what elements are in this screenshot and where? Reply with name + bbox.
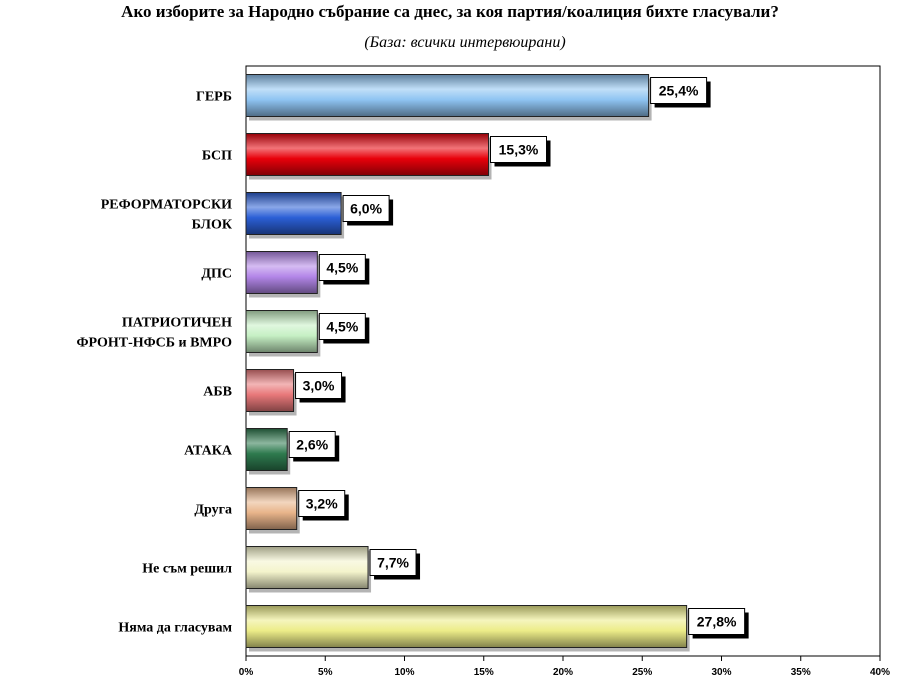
x-tick-label: 40% — [870, 667, 890, 678]
plot-area: 0% 5% 10% 15% 20% 25% 30% 35% 40% ГЕРБ 25,4% БСП 15,… — [76, 65, 890, 678]
x-tick-label: 30% — [711, 667, 731, 678]
data-label-box — [342, 195, 390, 222]
category-label: БСП — [202, 149, 232, 164]
data-label: 7,7% — [377, 555, 409, 571]
data-label: 15,3% — [499, 142, 539, 158]
data-label-box — [318, 254, 366, 281]
bar — [245, 251, 318, 294]
data-label: 4,5% — [326, 319, 358, 335]
bar — [245, 192, 342, 235]
bar — [245, 133, 490, 176]
data-label: 3,0% — [303, 378, 335, 394]
x-tick-label: 0% — [239, 667, 254, 678]
bar — [245, 605, 688, 648]
data-label-box — [288, 431, 336, 458]
x-tick-label: 25% — [632, 667, 652, 678]
data-label-box — [298, 490, 346, 517]
data-label-box — [490, 136, 548, 163]
bar — [245, 74, 650, 117]
data-label-box — [650, 77, 708, 104]
x-tick-label: 15% — [474, 667, 494, 678]
bar — [245, 487, 298, 530]
x-tick-label: 5% — [318, 667, 333, 678]
category-label: ДПС — [201, 267, 232, 282]
category-label: РЕФОРМАТОРСКИ БЛОК — [101, 198, 233, 233]
data-label: 4,5% — [326, 260, 358, 276]
category-label: Няма да гласувам — [118, 621, 232, 636]
category-label: АБВ — [203, 385, 232, 400]
data-label-box — [318, 313, 366, 340]
category-label: ГЕРБ — [196, 90, 232, 105]
data-label-box — [369, 549, 417, 576]
category-label: ПАТРИОТИЧЕН ФРОНТ-НФСБ и ВМРО — [76, 316, 232, 351]
bar — [245, 310, 318, 353]
x-tick-label: 10% — [394, 667, 414, 678]
category-label: Не съм решил — [142, 562, 232, 577]
data-label: 25,4% — [659, 83, 699, 99]
chart-title: Ако изборите за Народно събрание са днес… — [121, 2, 779, 21]
data-label-box — [688, 608, 746, 635]
data-label: 6,0% — [350, 201, 382, 217]
category-label: Друга — [194, 503, 232, 518]
category-label: АТАКА — [184, 444, 233, 459]
x-tick-label: 35% — [791, 667, 811, 678]
chart-subtitle: (База: всички интервюирани) — [364, 34, 566, 51]
data-label-box — [295, 372, 343, 399]
bar — [245, 428, 288, 471]
bar — [245, 546, 369, 589]
data-label: 3,2% — [306, 496, 338, 512]
data-label: 27,8% — [697, 614, 737, 630]
x-tick-label: 20% — [553, 667, 573, 678]
bar — [245, 369, 295, 412]
data-label: 2,6% — [296, 437, 328, 453]
